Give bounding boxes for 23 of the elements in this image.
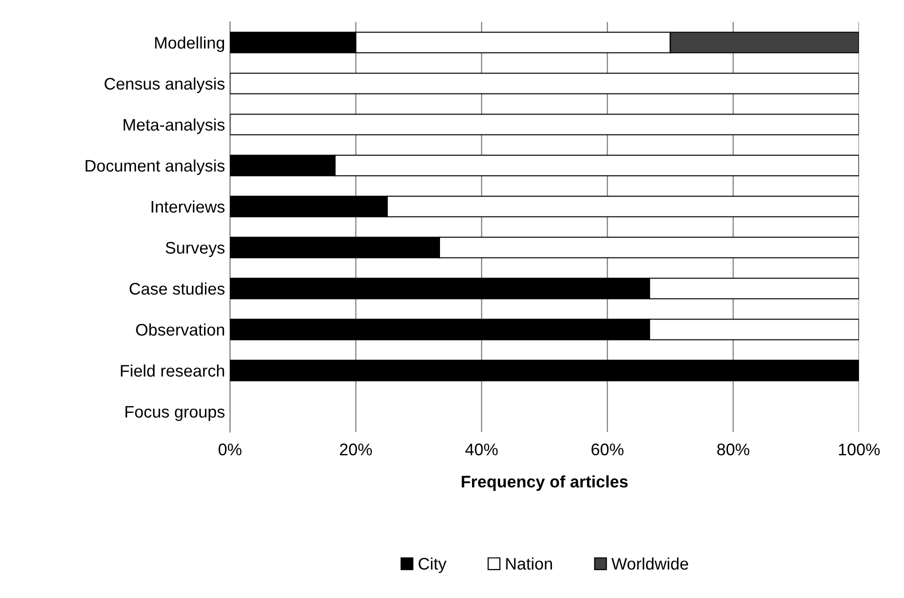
x-tick-label: 20% xyxy=(340,444,372,456)
y-tick-label: Surveys xyxy=(166,242,225,257)
y-tick-label: Interviews xyxy=(152,200,225,213)
y-tick-label: Observation xyxy=(136,323,224,336)
x-tick-label: 100% xyxy=(838,444,880,456)
legend-label: Nation xyxy=(506,557,552,570)
bar xyxy=(230,114,859,136)
bar xyxy=(230,72,859,94)
x-axis-title: Frequency of articles xyxy=(462,475,628,491)
legend-label: Worldwide xyxy=(611,557,688,570)
bar xyxy=(230,360,859,382)
y-tick-label: Case studies xyxy=(130,282,225,295)
x-tick-label: 80% xyxy=(717,444,750,456)
x-tick-label: 40% xyxy=(465,444,498,456)
y-tick-label: Focus groups xyxy=(126,406,225,421)
y-tick-label: Modelling xyxy=(155,36,224,52)
y-tick-label: Document analysis xyxy=(86,159,225,175)
x-tick-label: 60% xyxy=(592,444,624,456)
y-tick-label: Meta-analysis xyxy=(124,118,225,134)
y-tick-label: Field research xyxy=(120,364,224,377)
y-tick-label: Census analysis xyxy=(104,77,225,93)
legend-label: City xyxy=(418,557,446,573)
x-tick-label: 0% xyxy=(218,444,242,456)
